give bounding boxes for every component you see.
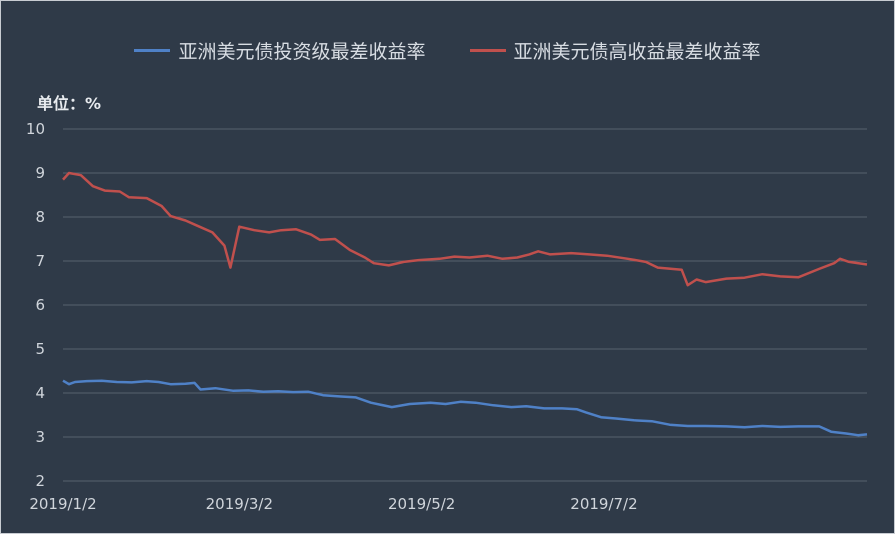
chart-legend: 亚洲美元债投资级最差收益率 亚洲美元债高收益最差收益率: [1, 37, 894, 64]
y-tick-label-2: 2: [35, 472, 45, 490]
y-tick-label-7: 7: [35, 252, 45, 270]
x-tick-label-0: 2019/1/2: [29, 495, 96, 513]
y-tick-label-5: 5: [35, 340, 45, 358]
x-tick-label-2: 2019/5/2: [388, 495, 455, 513]
series-line-1: [62, 171, 868, 287]
y-tick-label-4: 4: [35, 384, 45, 402]
x-tick-label-1: 2019/3/2: [206, 495, 273, 513]
x-tick-label-3: 2019/7/2: [570, 495, 637, 513]
legend-label-hy: 亚洲美元债高收益最差收益率: [513, 41, 761, 63]
legend-item-ig: 亚洲美元债投资级最差收益率: [134, 37, 426, 64]
y-tick-label-9: 9: [35, 164, 45, 182]
series-line-0: [62, 379, 868, 437]
legend-swatch-ig: [134, 49, 171, 52]
y-tick-label-6: 6: [35, 296, 45, 314]
legend-item-hy: 亚洲美元债高收益最差收益率: [469, 37, 761, 64]
legend-label-ig: 亚洲美元债投资级最差收益率: [178, 41, 426, 63]
y-tick-label-10: 10: [26, 120, 45, 138]
unit-label: 单位：%: [37, 94, 102, 113]
legend-swatch-hy: [469, 49, 506, 52]
y-tick-label-8: 8: [35, 208, 45, 226]
y-tick-label-3: 3: [35, 428, 45, 446]
